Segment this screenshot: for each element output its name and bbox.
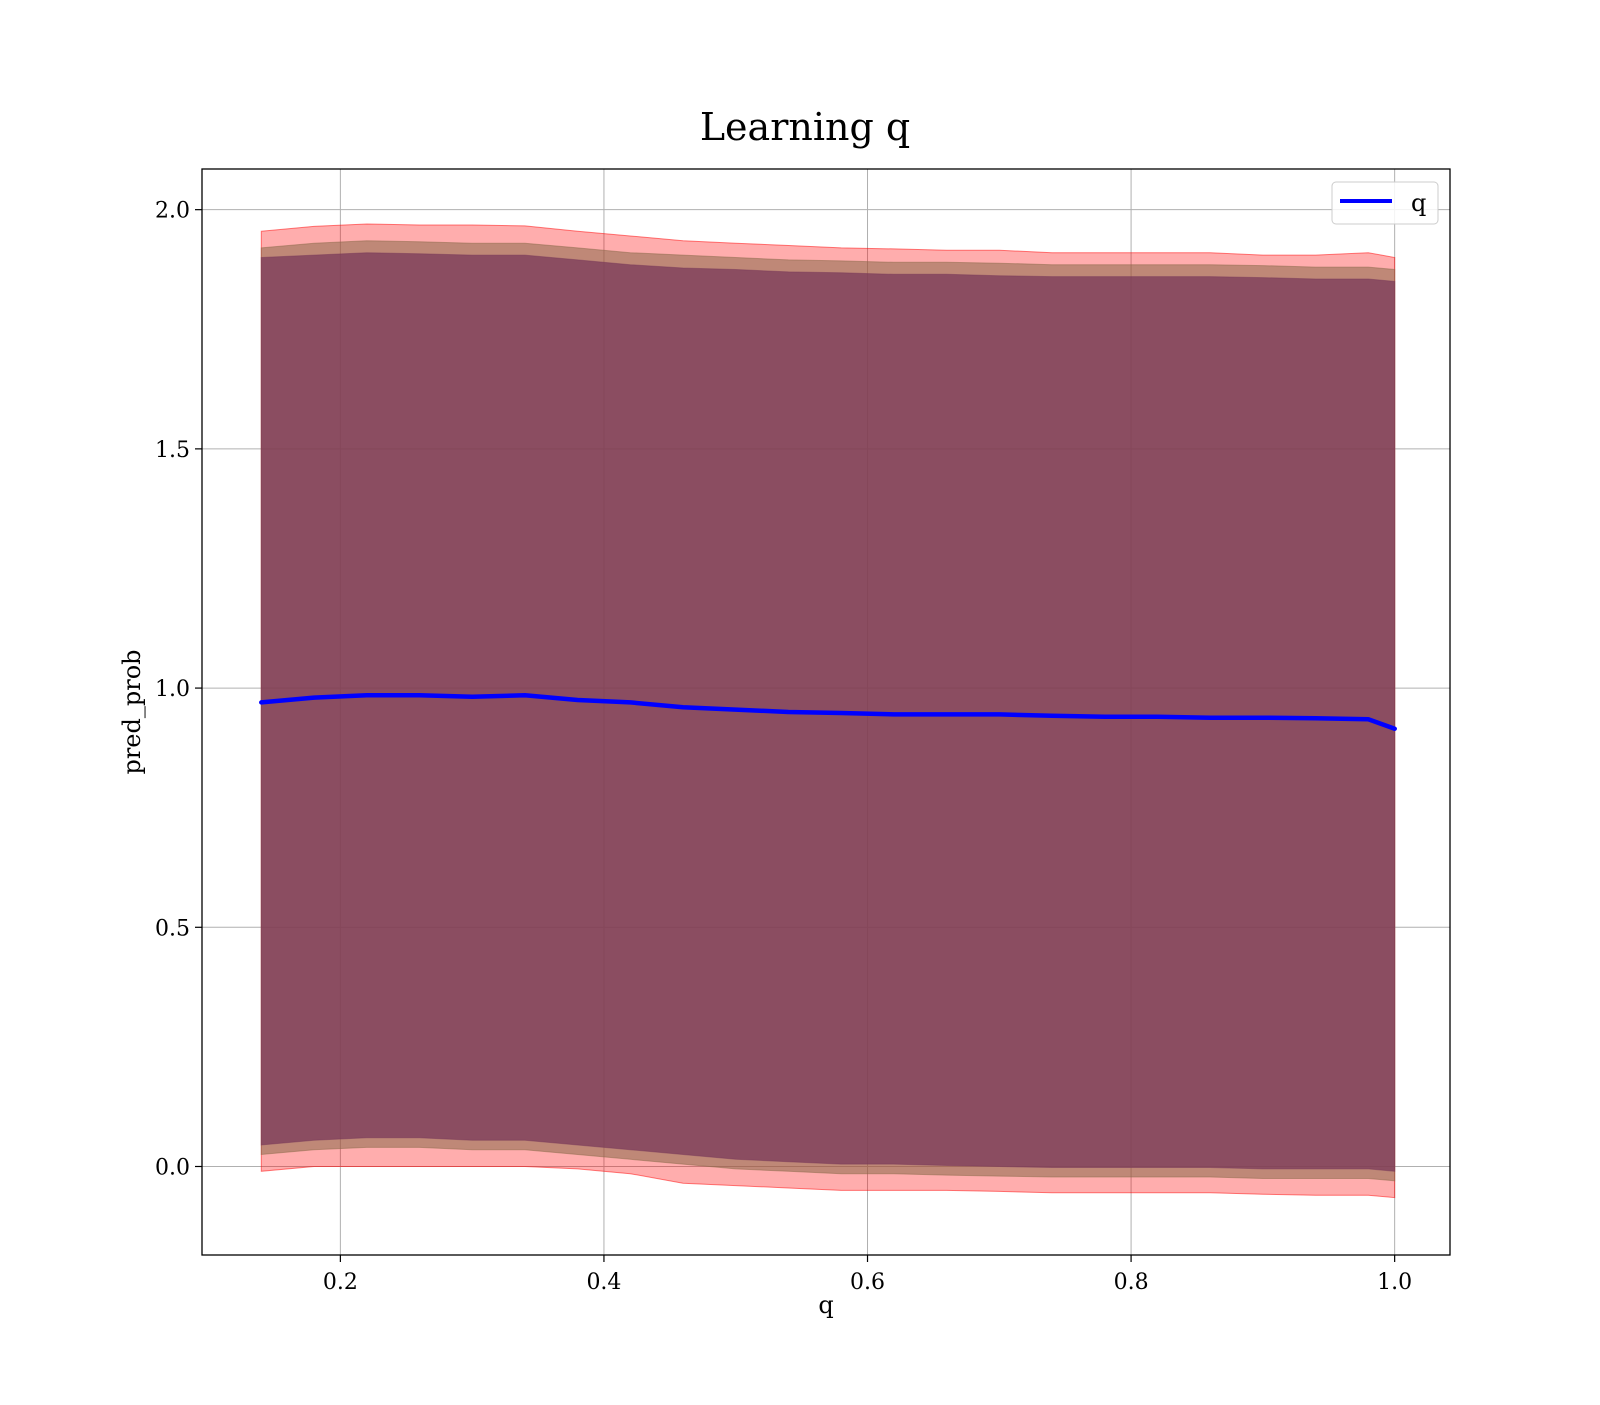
y-tick-label: 0.5	[155, 916, 190, 941]
plot-area	[202, 169, 1450, 1255]
axis-ticks: 0.2 0.4 0.6 0.8 1.0 0.0 0.5 1.0 1.5 2.0	[155, 199, 1412, 1295]
y-tick-label: 0.0	[155, 1155, 190, 1180]
legend: q	[1331, 181, 1439, 225]
y-tick-label: 1.0	[155, 677, 190, 702]
x-tick-label: 0.2	[323, 1270, 358, 1295]
legend-label-q: q	[1411, 189, 1426, 217]
x-tick-label: 0.4	[586, 1270, 621, 1295]
x-tick-label: 1.0	[1377, 1270, 1412, 1295]
x-axis-label: q	[818, 1291, 833, 1319]
y-tick-label: 2.0	[155, 199, 190, 224]
x-tick-label: 0.8	[1114, 1270, 1149, 1295]
y-tick-label: 1.5	[155, 438, 190, 463]
chart-title: Learning q	[700, 105, 910, 149]
series-line-q	[259, 693, 1397, 731]
y-axis-label: pred_prob	[118, 649, 146, 774]
x-tick-label: 0.6	[850, 1270, 885, 1295]
axes-frame	[201, 168, 1451, 1256]
